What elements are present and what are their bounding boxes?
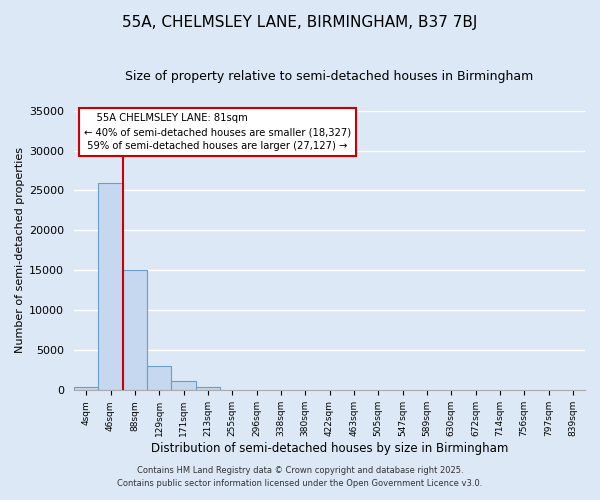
Text: 55A CHELMSLEY LANE: 81sqm
← 40% of semi-detached houses are smaller (18,327)
 59: 55A CHELMSLEY LANE: 81sqm ← 40% of semi-… [84,114,352,152]
Text: 55A, CHELMSLEY LANE, BIRMINGHAM, B37 7BJ: 55A, CHELMSLEY LANE, BIRMINGHAM, B37 7BJ [122,15,478,30]
Title: Size of property relative to semi-detached houses in Birmingham: Size of property relative to semi-detach… [125,70,533,83]
Bar [196,387,220,390]
Y-axis label: Number of semi-detached properties: Number of semi-detached properties [15,148,25,354]
Bar [98,182,122,390]
Bar [122,270,147,390]
Bar [172,381,196,390]
Bar [147,366,172,390]
Bar [74,387,98,390]
X-axis label: Distribution of semi-detached houses by size in Birmingham: Distribution of semi-detached houses by … [151,442,508,455]
Text: Contains HM Land Registry data © Crown copyright and database right 2025.
Contai: Contains HM Land Registry data © Crown c… [118,466,482,487]
